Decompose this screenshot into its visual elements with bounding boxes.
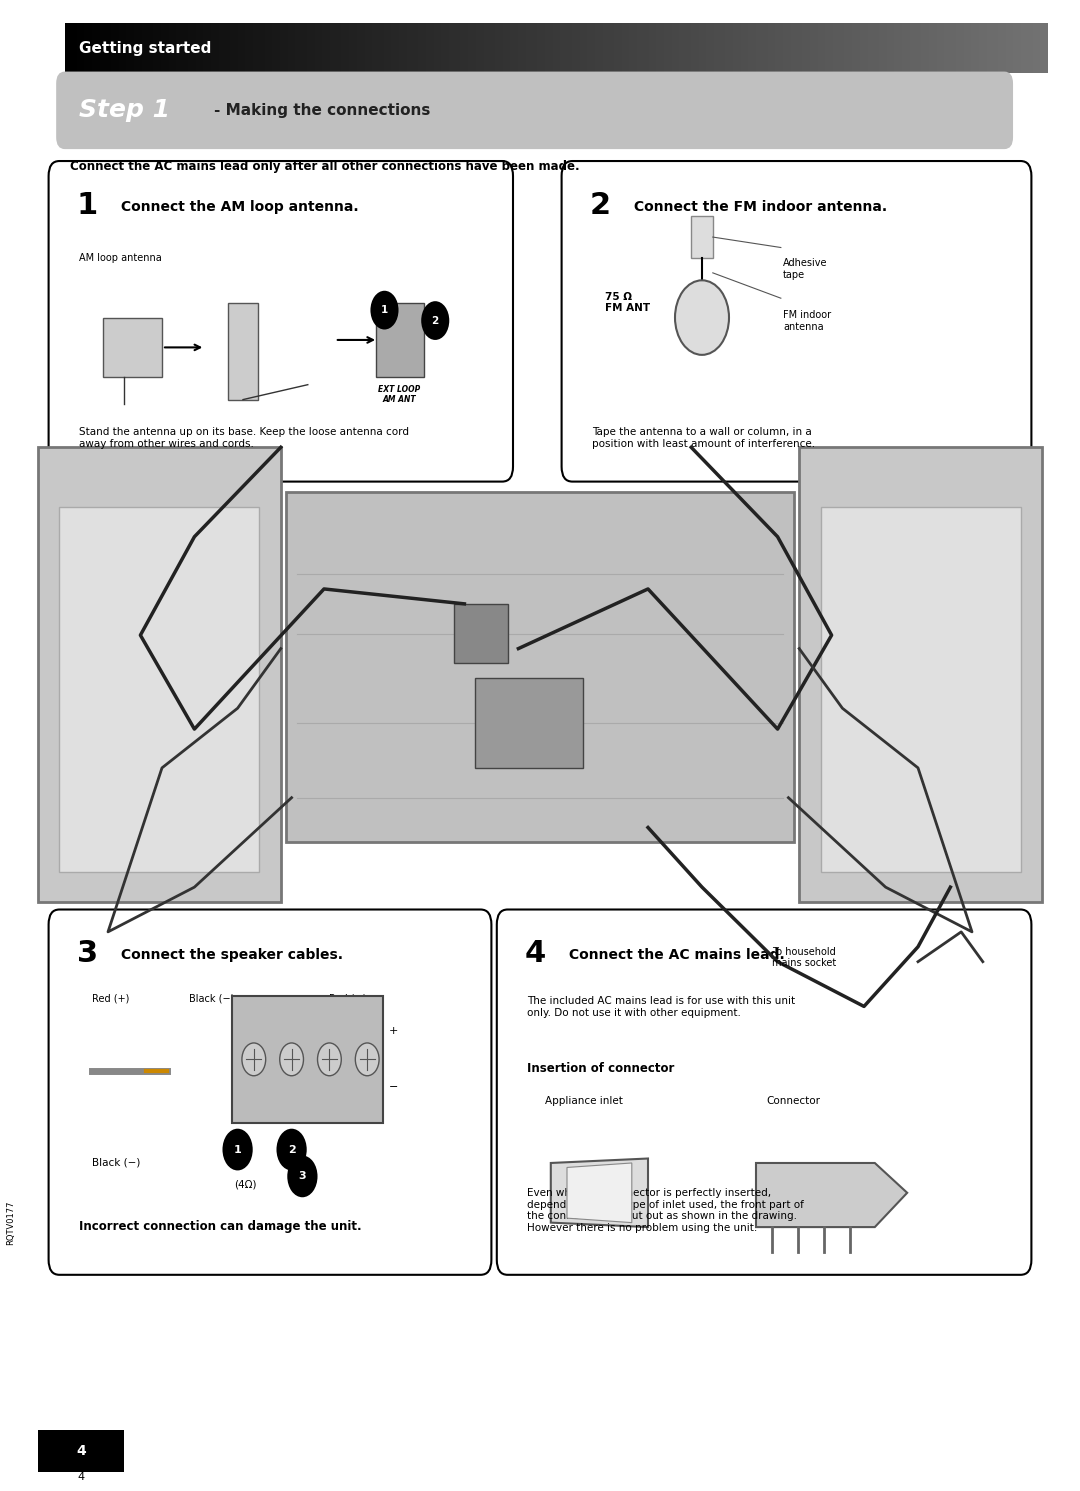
Text: (4Ω): (4Ω) [234, 1179, 257, 1190]
Text: Insertion of connector: Insertion of connector [527, 1062, 674, 1075]
Polygon shape [551, 1159, 648, 1227]
Circle shape [280, 1044, 303, 1077]
FancyBboxPatch shape [376, 303, 424, 377]
Circle shape [355, 1044, 379, 1077]
Text: +: + [389, 1026, 399, 1036]
FancyBboxPatch shape [799, 447, 1042, 902]
Text: Connect the FM indoor antenna.: Connect the FM indoor antenna. [629, 200, 887, 213]
Text: 1: 1 [381, 306, 388, 315]
Text: 3: 3 [298, 1172, 307, 1181]
Text: 2: 2 [432, 316, 438, 325]
Text: Connect the speaker cables.: Connect the speaker cables. [116, 948, 342, 962]
FancyBboxPatch shape [475, 678, 583, 768]
FancyBboxPatch shape [38, 1430, 124, 1472]
Text: −: − [389, 1082, 399, 1093]
Text: 4: 4 [76, 1443, 86, 1458]
Text: Black (−): Black (−) [189, 993, 234, 1003]
Circle shape [675, 280, 729, 355]
Circle shape [287, 1156, 318, 1197]
Text: Step 1: Step 1 [79, 98, 170, 122]
Circle shape [318, 1044, 341, 1077]
Circle shape [421, 301, 449, 340]
FancyBboxPatch shape [103, 318, 162, 377]
Text: EXT LOOP
AM ANT: EXT LOOP AM ANT [378, 385, 421, 404]
FancyBboxPatch shape [286, 492, 794, 842]
FancyBboxPatch shape [232, 996, 383, 1123]
Text: Connect the AC mains lead.: Connect the AC mains lead. [564, 948, 784, 962]
Text: The included AC mains lead is for use with this unit
only. Do not use it with ot: The included AC mains lead is for use wi… [527, 996, 795, 1017]
Text: Stand the antenna up on its base. Keep the loose antenna cord
away from other wi: Stand the antenna up on its base. Keep t… [79, 428, 409, 449]
FancyBboxPatch shape [497, 910, 1031, 1275]
Text: 2: 2 [590, 191, 611, 219]
Circle shape [242, 1044, 266, 1077]
Text: RQTV0177: RQTV0177 [6, 1200, 15, 1245]
Polygon shape [756, 1163, 907, 1227]
Circle shape [222, 1129, 253, 1170]
FancyBboxPatch shape [38, 447, 281, 902]
Text: 1: 1 [77, 191, 98, 219]
Text: Red (+): Red (+) [329, 993, 367, 1003]
Text: Adhesive
tape: Adhesive tape [783, 258, 827, 279]
Text: 3: 3 [77, 939, 98, 968]
Text: 2: 2 [287, 1145, 296, 1154]
Text: Even when the connector is perfectly inserted,
depending on the type of inlet us: Even when the connector is perfectly ins… [527, 1188, 804, 1233]
Circle shape [276, 1129, 307, 1170]
Text: Connect the AM loop antenna.: Connect the AM loop antenna. [116, 200, 359, 213]
FancyBboxPatch shape [691, 216, 713, 258]
FancyBboxPatch shape [56, 72, 1013, 149]
FancyBboxPatch shape [454, 604, 508, 663]
Text: Black (−): Black (−) [92, 1159, 140, 1167]
Text: Connect the AC mains lead only after all other connections have been made.: Connect the AC mains lead only after all… [70, 160, 580, 173]
Text: Tape the antenna to a wall or column, in a
position with least amount of interfe: Tape the antenna to a wall or column, in… [592, 428, 815, 449]
Text: Red (+): Red (+) [92, 993, 130, 1003]
Text: Appliance inlet: Appliance inlet [545, 1096, 623, 1106]
Text: 4: 4 [525, 939, 546, 968]
Text: 4: 4 [78, 1472, 84, 1482]
FancyBboxPatch shape [821, 507, 1021, 872]
Circle shape [370, 291, 399, 330]
Text: Getting started: Getting started [79, 40, 212, 57]
Text: Connector: Connector [767, 1096, 821, 1106]
Text: Incorrect connection can damage the unit.: Incorrect connection can damage the unit… [79, 1220, 362, 1233]
FancyBboxPatch shape [49, 161, 513, 482]
Text: 75 Ω
FM ANT: 75 Ω FM ANT [605, 292, 650, 313]
Text: To household
mains socket: To household mains socket [772, 947, 836, 968]
Text: FM indoor
antenna: FM indoor antenna [783, 310, 832, 331]
Text: AM loop antenna: AM loop antenna [79, 253, 162, 264]
FancyBboxPatch shape [59, 507, 259, 872]
FancyBboxPatch shape [562, 161, 1031, 482]
Text: - Making the connections: - Making the connections [214, 103, 430, 118]
Polygon shape [567, 1163, 632, 1223]
FancyBboxPatch shape [228, 303, 258, 400]
Text: 1: 1 [233, 1145, 242, 1154]
FancyBboxPatch shape [49, 910, 491, 1275]
